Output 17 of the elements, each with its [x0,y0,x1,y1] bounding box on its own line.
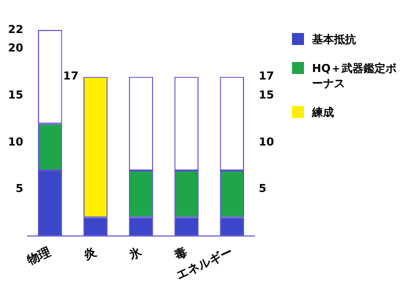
legend-label: 練成 [312,105,334,120]
x-tick-label: 炎 [81,244,99,262]
y2-tick-label: 17 [258,70,274,83]
annotation: 17 [63,70,78,83]
y-tick-label: 15 [8,88,24,102]
x-tick-label: 毒 [171,244,190,263]
y-tick-label: 10 [8,135,24,148]
y-tick-label: 20 [8,42,24,55]
y2-tick-label: 15 [258,88,274,102]
x-tick-label: 物理 [24,244,53,268]
y-tick-label: 22 [8,22,24,36]
y-tick-label: 5 [16,182,24,196]
legend-label: HQ＋武器鑑定ボーナス [312,61,398,91]
y2-tick-label: 5 [258,182,266,196]
legend-label: 基本抵抗 [312,32,356,47]
x-tick-label: 氷 [126,244,144,263]
y2-tick-label: 10 [258,135,274,148]
